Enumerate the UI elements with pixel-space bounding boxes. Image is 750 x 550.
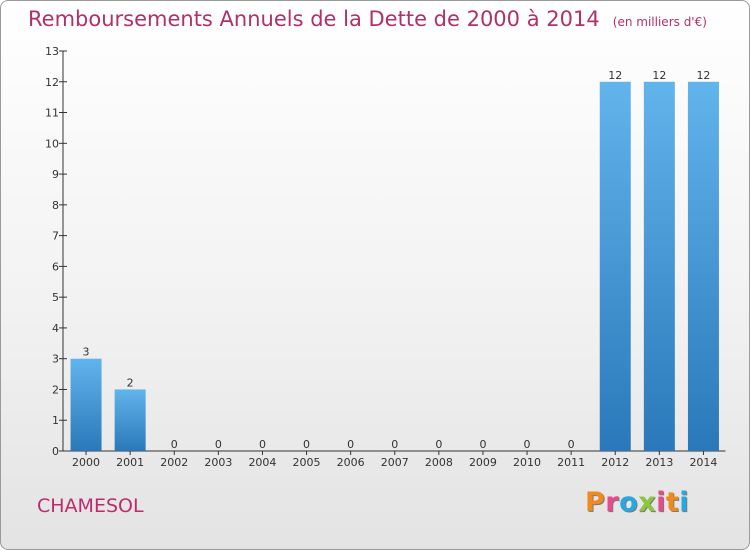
proxiti-logo: Proxiti xyxy=(585,487,689,518)
x-tick-label: 2003 xyxy=(204,456,232,469)
data-labels: 3 2 0 0 0 0 0 0 0 0 0 0 12 12 12 xyxy=(83,69,711,451)
bar xyxy=(70,358,102,451)
y-tick-label: 6 xyxy=(52,260,59,273)
x-tick-label: 2010 xyxy=(513,456,541,469)
x-tick-label: 2007 xyxy=(381,456,409,469)
x-tick-label: 2008 xyxy=(425,456,453,469)
y-tick-label: 8 xyxy=(52,199,59,212)
bar-value-label: 12 xyxy=(696,69,710,82)
x-tick-label: 2005 xyxy=(293,456,321,469)
bar-value-label: 0 xyxy=(259,438,266,451)
x-tick-label: 2002 xyxy=(160,456,188,469)
y-tick-label: 2 xyxy=(52,383,59,396)
bar-value-label: 2 xyxy=(127,376,134,389)
chart-title: Remboursements Annuels de la Dette de 20… xyxy=(28,7,600,31)
y-tick-label: 12 xyxy=(45,76,59,89)
x-tick-label: 2009 xyxy=(469,456,497,469)
bar-value-label: 12 xyxy=(608,69,622,82)
bar-value-label: 0 xyxy=(215,438,222,451)
logo-letter: t xyxy=(665,487,680,518)
x-tick-label: 2000 xyxy=(72,456,100,469)
x-tick-label: 2013 xyxy=(645,456,673,469)
x-tick-label: 2014 xyxy=(689,456,717,469)
x-tick-label: 2001 xyxy=(116,456,144,469)
logo-letter: P xyxy=(585,487,606,518)
bar-value-label: 0 xyxy=(524,438,531,451)
bar xyxy=(643,81,675,452)
x-tick-label: 2011 xyxy=(557,456,585,469)
bar xyxy=(114,389,146,451)
y-tick-label: 4 xyxy=(52,322,59,335)
logo-letter: x xyxy=(638,487,657,518)
y-tick-label: 7 xyxy=(52,230,59,243)
y-tick-label: 9 xyxy=(52,168,59,181)
logo-letter: r xyxy=(605,487,620,518)
y-tick-label: 11 xyxy=(45,107,59,120)
y-tick-label: 1 xyxy=(52,414,59,427)
chart-title-block: Remboursements Annuels de la Dette de 20… xyxy=(28,7,707,31)
y-tick-label: 3 xyxy=(52,353,59,366)
x-tick-label: 2006 xyxy=(337,456,365,469)
logo-letter: o xyxy=(619,487,639,518)
bar-value-label: 3 xyxy=(83,346,90,359)
bar-value-label: 0 xyxy=(479,438,486,451)
commune-name: CHAMESOL xyxy=(37,495,144,517)
y-tick-label: 10 xyxy=(45,137,59,150)
x-tick-label: 2012 xyxy=(601,456,629,469)
logo-letter: i xyxy=(679,487,690,518)
y-tick-label: 13 xyxy=(45,45,59,58)
bar-value-label: 0 xyxy=(347,438,354,451)
y-tick-label: 0 xyxy=(52,445,59,458)
bar-value-label: 0 xyxy=(391,438,398,451)
y-tick-label: 5 xyxy=(52,291,59,304)
bar-value-label: 0 xyxy=(171,438,178,451)
bars xyxy=(70,81,719,452)
bar-value-label: 12 xyxy=(652,69,666,82)
bar-value-label: 0 xyxy=(568,438,575,451)
bar-value-label: 0 xyxy=(303,438,310,451)
logo-letter: i xyxy=(656,487,666,518)
x-tick-label: 2004 xyxy=(248,456,276,469)
chart-unit: (en milliers d'€) xyxy=(612,15,707,29)
bar-value-label: 0 xyxy=(435,438,442,451)
bar xyxy=(687,81,719,452)
bar xyxy=(599,81,631,452)
